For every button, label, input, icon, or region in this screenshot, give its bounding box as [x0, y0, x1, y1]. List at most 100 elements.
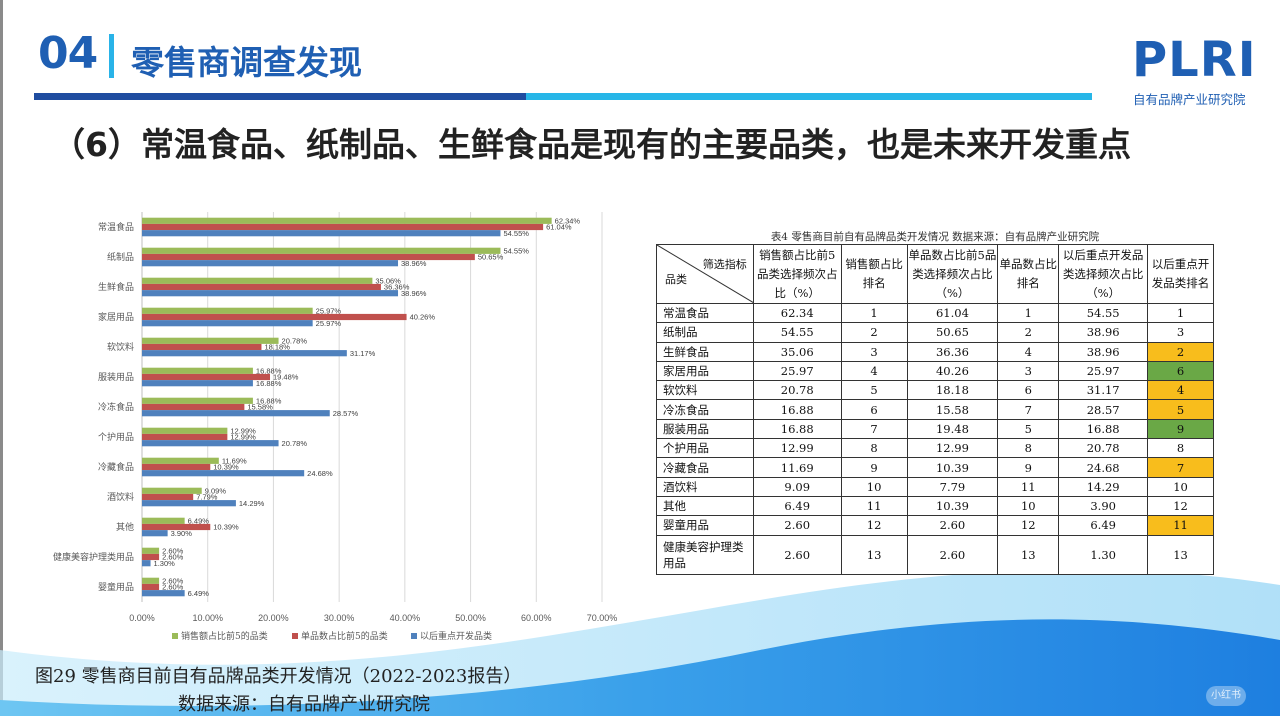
table-cell: 28.57: [1058, 399, 1149, 420]
table-cell: 18.18: [906, 380, 999, 401]
brand-logo-subtitle: 自有品牌产业研究院: [1133, 92, 1246, 107]
bar: [142, 433, 228, 441]
table-cell: 2.60: [906, 534, 999, 575]
table-header: 单品数占比前5品类选择频次占比（%）: [906, 244, 999, 304]
table-cell: 6.49: [1058, 515, 1149, 536]
table-cell: 36.36: [906, 341, 999, 362]
bar: [142, 560, 151, 567]
table-cell: 13: [997, 534, 1060, 575]
bar: [142, 343, 262, 351]
table-cell: 20.78: [752, 380, 842, 401]
table-header: 以后重点开发品类选择频次占比（%）: [1058, 244, 1149, 304]
category-label: 冷冻食品: [98, 401, 134, 413]
data-label: 1.30%: [154, 559, 176, 568]
data-label: 16.88%: [256, 379, 282, 388]
table-cell-category: 冷藏食品: [656, 457, 754, 478]
table-cell-category: 冷冻食品: [656, 399, 754, 420]
x-tick-label: 70.00%: [587, 613, 618, 623]
table-cell-category: 服装用品: [656, 418, 754, 440]
table-cell: 54.55: [752, 322, 842, 343]
section-divider: [109, 34, 114, 78]
table-cell: 7: [997, 399, 1060, 420]
data-label: 24.68%: [307, 469, 333, 478]
brand-logo: PLRI: [1132, 32, 1257, 88]
data-label: 3.90%: [171, 529, 193, 538]
legend-label: 单品数占比前5的品类: [301, 630, 388, 642]
bar-chart: 0.00% 10.00% 20.00% 30.00% 40.00% 50.00% 60.00…: [53, 212, 618, 642]
category-label: 家居用品: [98, 311, 134, 323]
category-label: 服装用品: [98, 371, 134, 383]
table-cell-category: 其他: [656, 495, 754, 517]
bar: [142, 223, 544, 231]
bar: [142, 440, 279, 447]
category-label: 婴童用品: [98, 581, 134, 593]
bar: [142, 367, 253, 374]
table-cell: 2: [840, 322, 908, 343]
table-cell: 12.99: [752, 438, 842, 459]
table-cell: 1: [1147, 302, 1214, 324]
table-cell: 6: [997, 380, 1060, 401]
table-caption: 表4 零售商目前自有品牌品类开发情况 数据来源：自有品牌产业研究院: [770, 231, 1100, 243]
section-number: 04: [38, 28, 98, 79]
table-cell: 4: [1147, 380, 1214, 401]
table-cell: 8: [840, 438, 908, 459]
table-corner-header: 筛选指标 品类: [656, 244, 754, 304]
header-rule-light: [526, 93, 1092, 100]
table-row: 家居用品 25.97 4 40.26 3 25.97 6: [656, 360, 1214, 382]
table-cell: 10.39: [906, 495, 999, 517]
page-headline: （6）常温食品、纸制品、生鲜食品是现有的主要品类，也是未来开发重点: [52, 125, 1131, 164]
bar: [142, 217, 552, 224]
bar: [142, 463, 211, 471]
data-label: 28.57%: [333, 409, 359, 418]
table-cell: 9: [840, 457, 908, 478]
bar: [142, 313, 407, 321]
x-tick-label: 50.00%: [455, 613, 486, 623]
x-tick-label: 20.00%: [258, 613, 289, 623]
table-cell-category: 个护用品: [656, 438, 754, 459]
bar: [142, 397, 253, 404]
bar: [142, 290, 399, 297]
data-label: 20.78%: [282, 336, 308, 345]
table-cell: 11: [840, 495, 908, 517]
table-cell: 40.26: [906, 360, 999, 382]
data-label: 9.09%: [205, 486, 227, 495]
data-label: 14.29%: [239, 499, 265, 508]
bar: [142, 307, 313, 314]
table-row: 纸制品 54.55 2 50.65 2 38.96 3: [656, 322, 1214, 343]
bar: [142, 283, 381, 291]
data-label: 25.97%: [316, 319, 342, 328]
table-cell: 19.48: [906, 418, 999, 440]
category-table: 筛选指标 品类 销售额占比前5品类选择频次占比（%） 销售额占比排名 单品数占比…: [656, 244, 1214, 575]
x-tick-label: 40.00%: [390, 613, 421, 623]
data-label: 16.88%: [256, 396, 282, 405]
table-cell: 2.60: [752, 515, 842, 536]
table-cell: 3: [840, 341, 908, 362]
table-cell: 16.88: [752, 418, 842, 440]
table-row: 常温食品 62.34 1 61.04 1 54.55 1: [656, 302, 1214, 324]
table-cell: 12.99: [906, 438, 999, 459]
table-cell: 16.88: [1058, 418, 1149, 440]
data-label: 36.36%: [384, 283, 410, 292]
data-label: 2.60%: [162, 583, 184, 592]
bar: [142, 577, 160, 584]
x-tick-label: 60.00%: [521, 613, 552, 623]
data-label: 16.88%: [256, 366, 282, 375]
table-cell: 7: [1147, 457, 1214, 478]
bar: [142, 500, 236, 507]
table-header: 单品数占比排名: [997, 244, 1060, 304]
bar: [142, 553, 160, 561]
table-cell: 24.68: [1058, 457, 1149, 478]
data-label: 38.96%: [401, 289, 427, 298]
table-row: 软饮料 20.78 5 18.18 6 31.17 4: [656, 380, 1214, 401]
data-label: 18.18%: [264, 343, 290, 352]
data-label: 62.34%: [555, 216, 581, 225]
table-cell: 11: [1147, 515, 1214, 536]
legend-label: 以后重点开发品类: [420, 630, 492, 642]
data-label: 25.97%: [316, 306, 342, 315]
category-label: 个护用品: [98, 431, 134, 443]
category-label: 纸制品: [107, 251, 134, 263]
bar: [142, 277, 373, 284]
table-row: 生鲜食品 35.06 3 36.36 4 38.96 2: [656, 341, 1214, 362]
table-row: 其他 6.49 11 10.39 10 3.90 12: [656, 495, 1214, 517]
